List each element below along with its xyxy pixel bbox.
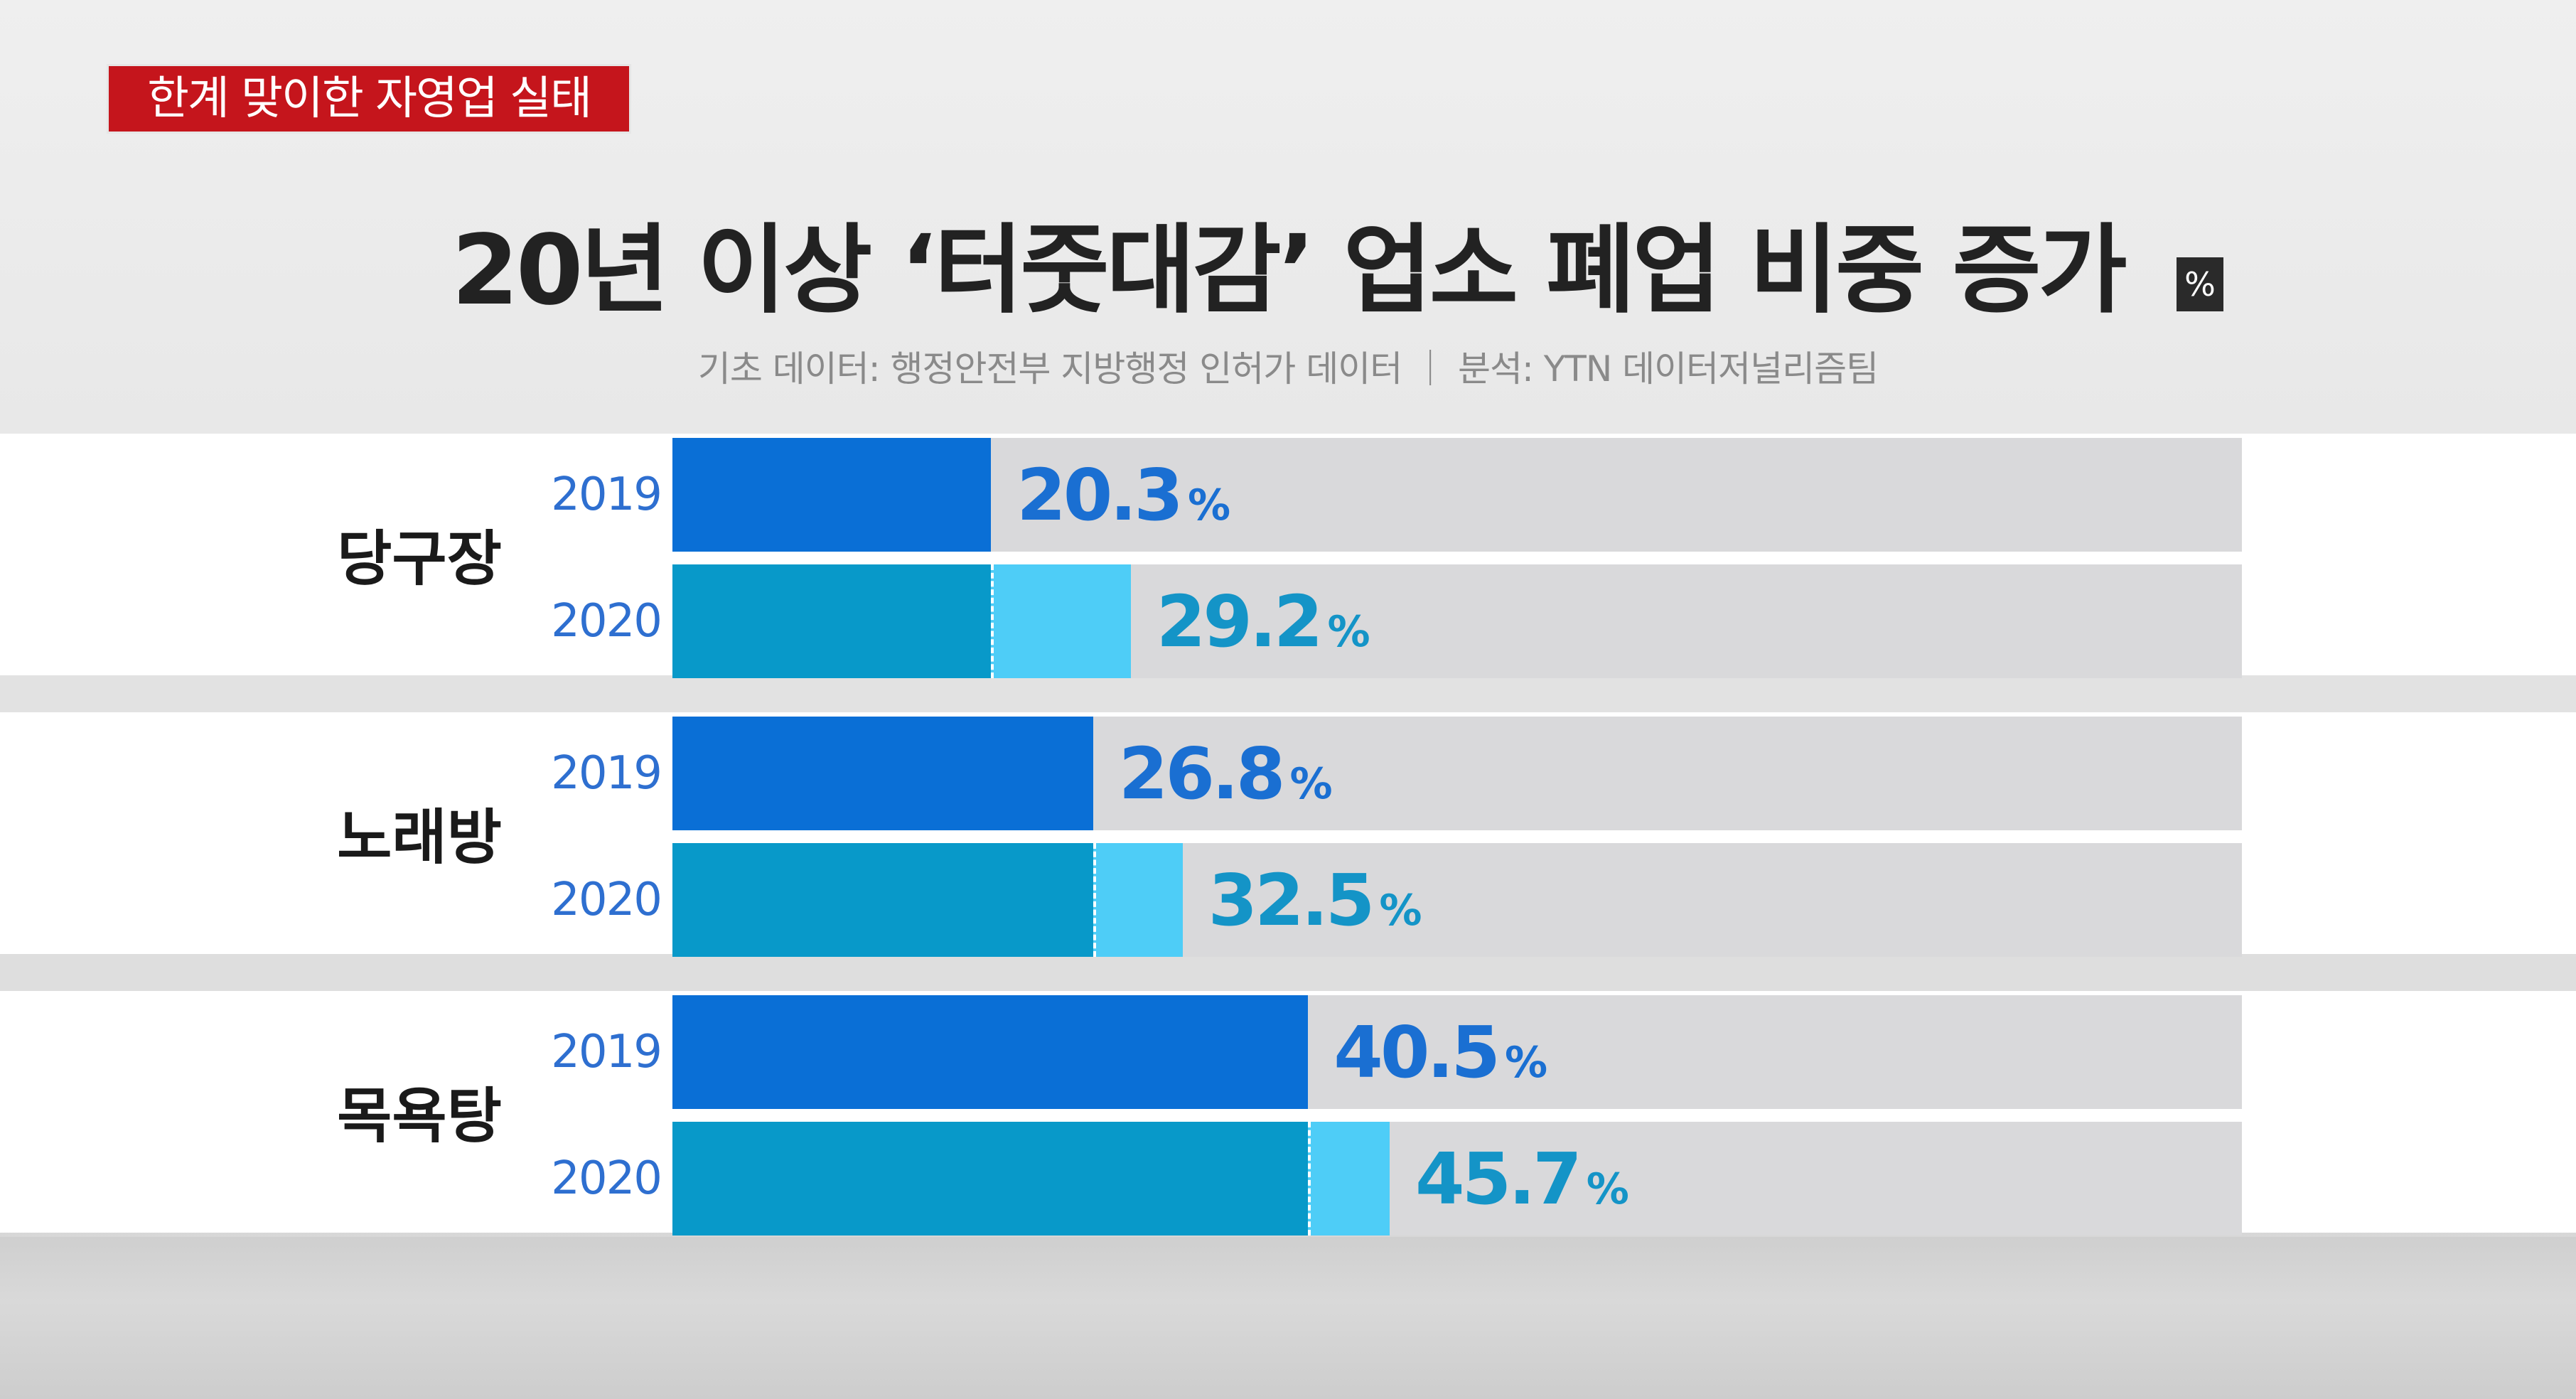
category-label: 당구장 (337, 524, 502, 594)
value-number: 26.8 (1118, 732, 1286, 815)
year-label: 2019 (551, 1026, 662, 1078)
percent-sign: % (1187, 481, 1231, 530)
value-label: 32.5% (1208, 862, 1422, 950)
unit-badge: % (2177, 257, 2223, 311)
year-label: 2020 (551, 1152, 662, 1205)
bar-increase (991, 564, 1131, 678)
value-label: 40.5% (1333, 1014, 1547, 1102)
percent-sign: % (1327, 607, 1370, 657)
value-number: 29.2 (1156, 580, 1324, 663)
year-label: 2020 (551, 874, 662, 926)
percent-sign: % (1289, 759, 1333, 809)
topic-tag: 한계 맞이한 자영업 실태 (107, 64, 631, 134)
bar-2019 (672, 995, 1309, 1109)
bar-2020 (672, 564, 992, 678)
value-number: 32.5 (1208, 859, 1375, 942)
chart-title: 20년 이상 ‘터줏대감’ 업소 폐업 비중 증가 (451, 215, 2127, 327)
value-number: 40.5 (1333, 1011, 1501, 1094)
value-label: 29.2% (1156, 583, 1370, 671)
bar-2019 (672, 717, 1093, 830)
bar-2020 (672, 1122, 1309, 1235)
value-label: 20.3% (1016, 456, 1230, 545)
year-label: 2019 (551, 747, 662, 800)
percent-sign: % (1504, 1038, 1548, 1088)
footer-background (0, 1237, 2576, 1399)
bar-track (672, 843, 2242, 957)
percent-sign: % (1379, 886, 1422, 936)
year-label: 2019 (551, 468, 662, 521)
value-label: 26.8% (1119, 735, 1333, 823)
bar-increase (1308, 1122, 1390, 1235)
category-label: 목욕탕 (337, 1081, 502, 1151)
bar-increase (1093, 843, 1183, 957)
year-label: 2020 (551, 595, 662, 648)
percent-sign: % (1586, 1164, 1629, 1214)
category-label: 노래방 (337, 803, 502, 872)
value-number: 45.7 (1415, 1137, 1582, 1221)
data-source: 기초 데이터: 행정안전부 지방행정 인허가 데이터 ｜ 분석: YTN 데이터… (697, 348, 1879, 390)
bar-2019 (672, 438, 992, 552)
bar-track (672, 1122, 2242, 1235)
bar-track (672, 564, 2242, 678)
bar-track (672, 717, 2242, 830)
value-label: 45.7% (1415, 1140, 1629, 1228)
bar-track (672, 995, 2242, 1109)
value-number: 20.3 (1016, 454, 1184, 537)
bar-2020 (672, 843, 1093, 957)
bar-track (672, 438, 2242, 552)
